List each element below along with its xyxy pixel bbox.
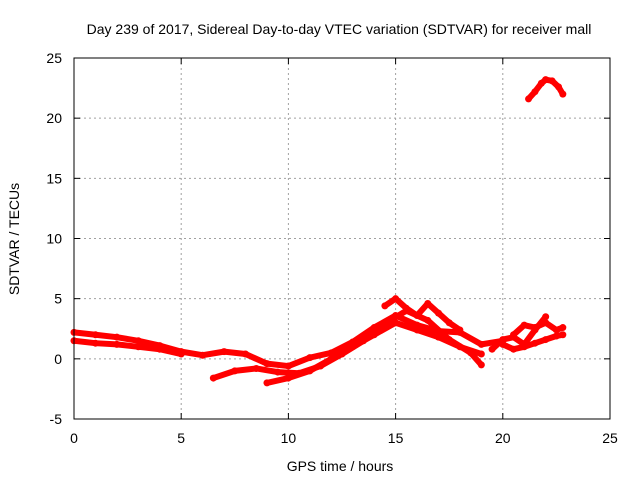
grid-lines — [74, 58, 610, 419]
data-point — [134, 343, 142, 351]
axis-ticks: 0 5 10 15 20 25 -5 0 5 10 15 20 25 — [46, 50, 618, 446]
data-point — [263, 379, 271, 387]
data-point — [370, 331, 378, 339]
x-tick-label: 10 — [281, 430, 297, 446]
data-point — [488, 345, 496, 353]
data-point — [477, 340, 485, 348]
data-point — [531, 88, 539, 96]
data-point — [242, 350, 250, 358]
data-point — [559, 324, 567, 332]
data-point — [231, 367, 239, 375]
data-point — [434, 333, 442, 341]
data-point — [402, 304, 410, 312]
y-tick-label: 20 — [46, 110, 62, 126]
data-point — [552, 332, 560, 340]
data-point — [559, 90, 567, 98]
data-series-track-g — [499, 331, 567, 353]
data-point — [499, 336, 507, 344]
data-point — [209, 374, 217, 382]
data-point — [520, 321, 528, 329]
y-tick-label: -5 — [50, 411, 63, 427]
data-point — [542, 319, 550, 327]
y-axis-label: SDTVAR / TECUs — [6, 183, 22, 295]
y-tick-label: 0 — [54, 351, 62, 367]
data-point — [499, 340, 507, 348]
data-point — [456, 326, 464, 334]
x-tick-label: 0 — [70, 430, 78, 446]
y-tick-label: 25 — [46, 50, 62, 66]
data-point — [306, 354, 314, 362]
data-point — [381, 302, 389, 310]
data-point — [413, 326, 421, 334]
data-series-track-d — [263, 319, 485, 387]
data-point — [113, 340, 121, 348]
data-point — [134, 337, 142, 345]
data-point — [284, 374, 292, 382]
data-point — [542, 76, 550, 84]
data-point — [91, 339, 99, 347]
data-point — [531, 324, 539, 332]
data-point — [555, 83, 563, 91]
data-point — [252, 364, 260, 372]
data-point — [199, 351, 207, 359]
data-point — [220, 348, 228, 356]
data-point — [113, 333, 121, 341]
data-point — [91, 331, 99, 339]
data-point — [263, 360, 271, 368]
data-point — [520, 343, 528, 351]
data-point — [274, 368, 282, 376]
data-point — [349, 343, 357, 351]
data-point — [542, 336, 550, 344]
y-tick-label: 5 — [54, 291, 62, 307]
data-series-track-i — [525, 76, 567, 103]
y-tick-label: 10 — [46, 231, 62, 247]
data-point — [456, 343, 464, 351]
data-point — [434, 309, 442, 317]
data-point — [552, 326, 560, 334]
x-tick-label: 20 — [495, 430, 511, 446]
data-series-track-b — [70, 337, 185, 358]
data-point — [327, 355, 335, 363]
data-point — [156, 345, 164, 353]
data-series-track-a — [70, 312, 507, 370]
x-axis-label: GPS time / hours — [287, 458, 394, 474]
data-point — [284, 362, 292, 370]
data-point — [392, 319, 400, 327]
data-point — [413, 312, 421, 320]
data-point — [559, 331, 567, 339]
data-point — [177, 350, 185, 358]
data-point — [510, 331, 518, 339]
y-tick-label: 15 — [46, 170, 62, 186]
x-tick-label: 25 — [602, 430, 618, 446]
data-point — [548, 77, 556, 85]
data-point — [306, 367, 314, 375]
data-point — [525, 95, 533, 103]
data-series-track-h — [510, 319, 567, 339]
data-point — [445, 319, 453, 327]
series-line — [71, 337, 185, 358]
data-point — [542, 313, 550, 321]
data-point — [424, 316, 432, 324]
data-point — [510, 345, 518, 353]
x-tick-label: 5 — [177, 430, 185, 446]
data-point — [477, 361, 485, 369]
x-tick-label: 15 — [388, 430, 404, 446]
data-point — [392, 295, 400, 303]
data-series-track-e — [381, 295, 464, 334]
data-layer — [70, 76, 567, 387]
chart-title: Day 239 of 2017, Sidereal Day-to-day VTE… — [87, 21, 592, 37]
data-point — [531, 339, 539, 347]
data-point — [424, 299, 432, 307]
data-point — [477, 350, 485, 358]
